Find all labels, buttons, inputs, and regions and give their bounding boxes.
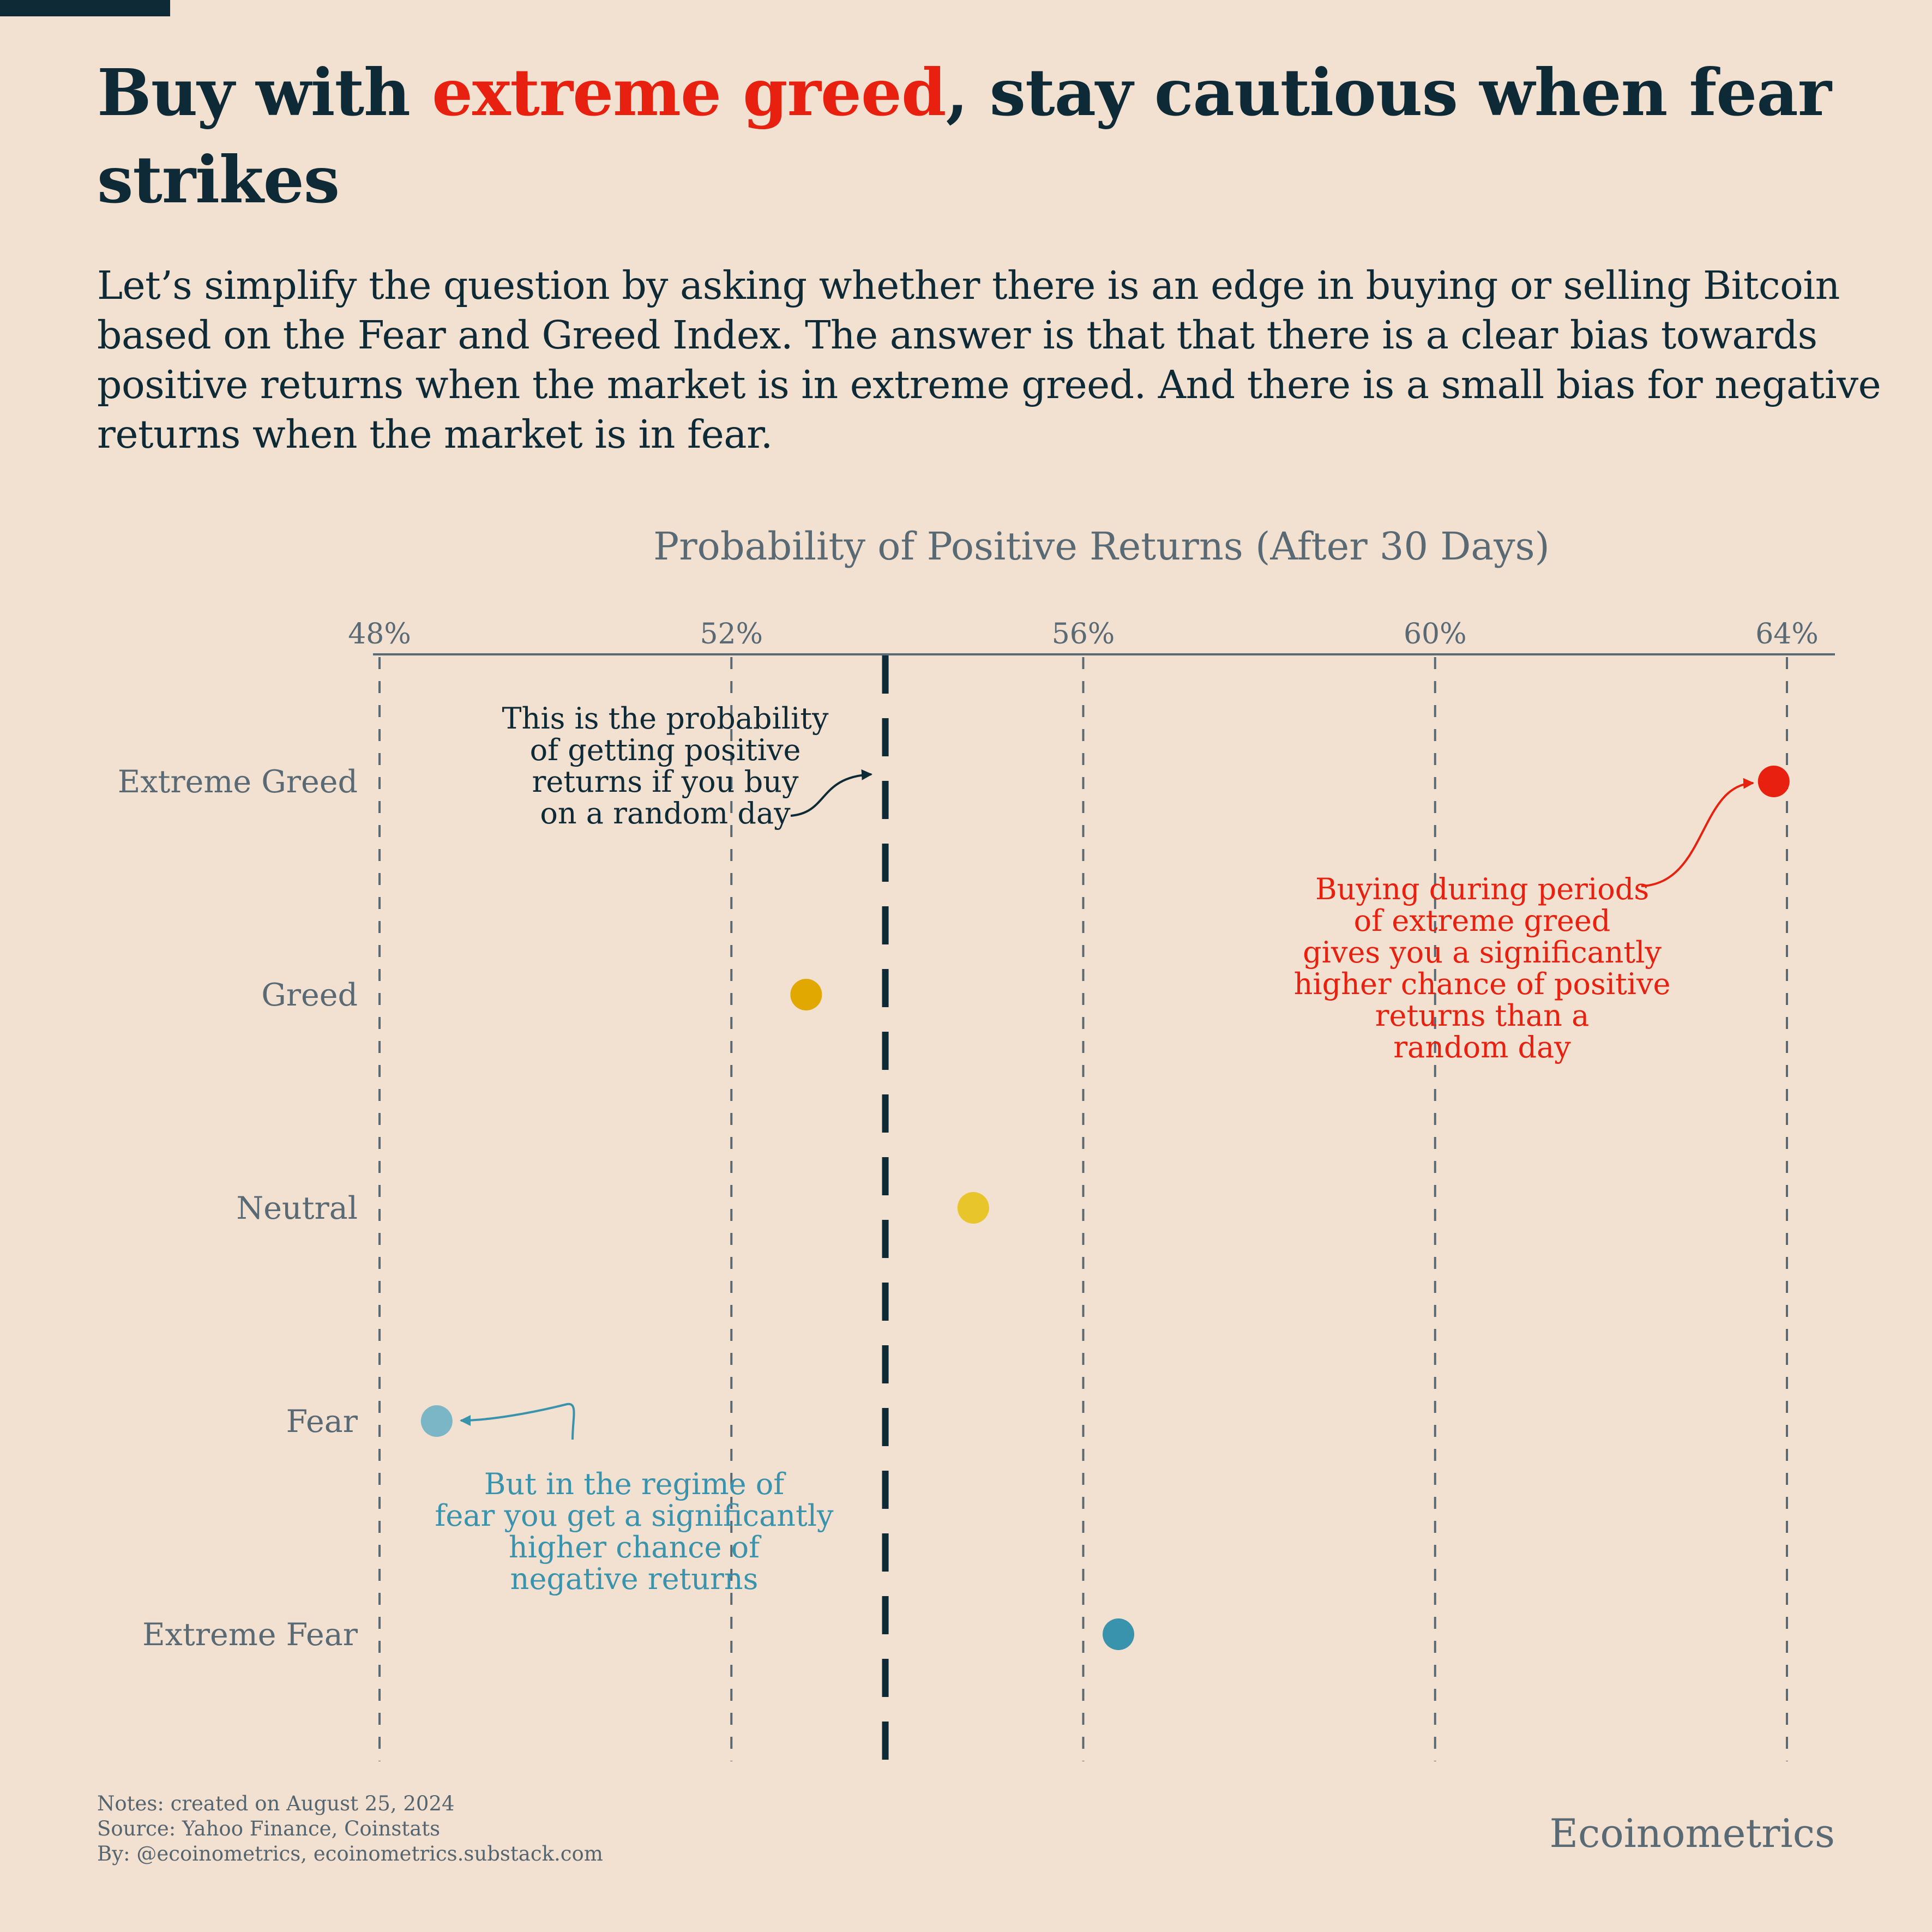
chart-description: Let’s simplify the question by asking wh… [97, 263, 1881, 457]
annotation-line: of extreme greed [1354, 904, 1611, 938]
headline-part-2: , stay cautious when fear strikes [97, 55, 1832, 218]
category-label: Greed [261, 977, 358, 1013]
brand-logo-text: Ecoinometrics [1549, 1810, 1835, 1856]
annotation-line: But in the regime of [484, 1467, 787, 1501]
baseline-annotation: This is the probability of getting positi… [502, 701, 872, 830]
annotation-line: of getting positive [530, 733, 801, 767]
x-tick-label: 56% [1052, 618, 1115, 651]
extreme-greed-annotation: Buying during periods of extreme greed giv… [1294, 778, 1754, 1064]
extreme-greed-annotation-text: Buying during periods of extreme greed giv… [1294, 872, 1671, 1064]
data-point [420, 1405, 453, 1437]
gridlines [378, 657, 1788, 1761]
category-label: Extreme Greed [118, 764, 358, 800]
data-point [790, 979, 822, 1010]
annotation-line: on a random day [540, 796, 791, 830]
annotation-line: gives you a significantly [1303, 935, 1662, 970]
category-label: Extreme Fear [142, 1617, 358, 1653]
fear-annotation: But in the regime of fear you get a signi… [435, 1403, 834, 1596]
data-point [957, 1192, 989, 1224]
annotation-line: random day [1393, 1030, 1571, 1064]
category-label: Fear [286, 1404, 358, 1440]
fear-annotation-text: But in the regime of fear you get a signi… [435, 1467, 834, 1596]
byline: By: @ecoinometrics, ecoinometrics.substa… [97, 1842, 603, 1865]
annotation-line: returns if you buy [532, 765, 799, 799]
axis-title: Probability of Positive Returns (After 3… [653, 524, 1550, 569]
annotation-line: returns than a [1375, 998, 1590, 1033]
annotation-line: This is the probability [502, 701, 829, 736]
fear-annotation-arrow [460, 1403, 575, 1440]
data-points [420, 766, 1790, 1650]
data-point [1103, 1618, 1135, 1650]
footer-notes: Notes: created on August 25, 2024 Source… [97, 1791, 603, 1867]
annotation-line: negative returns [510, 1562, 759, 1596]
annotation-line: Buying during periods [1315, 872, 1649, 906]
headline-part-1: Buy with [97, 55, 432, 130]
x-tick-label: 64% [1755, 618, 1819, 651]
corner-accent-bar [0, 0, 170, 16]
data-point [1758, 766, 1790, 797]
category-label: Neutral [236, 1190, 358, 1226]
x-tick-label: 52% [700, 618, 763, 651]
x-tick-labels: 48% 52% 56% 60% 64% [348, 618, 1819, 651]
source-line: Source: Yahoo Finance, Coinstats [97, 1817, 441, 1840]
x-tick-label: 48% [348, 618, 411, 651]
extreme-greed-annotation-arrow [1641, 778, 1754, 887]
category-labels: Extreme Greed Greed Neutral Fear Extreme Fea… [118, 764, 358, 1653]
headline-accent: extreme greed [431, 55, 947, 130]
baseline-annotation-arrow [790, 769, 872, 817]
notes-line: Notes: created on August 25, 2024 [97, 1792, 455, 1815]
chart-headline: Buy with extreme greed, stay cautious wh… [97, 49, 1918, 224]
annotation-line: higher chance of [509, 1530, 762, 1564]
annotation-line: higher chance of positive [1294, 967, 1671, 1001]
annotation-line: fear you get a significantly [435, 1498, 834, 1533]
x-tick-label: 60% [1404, 618, 1467, 651]
baseline-annotation-text: This is the probability of getting positi… [502, 701, 829, 830]
